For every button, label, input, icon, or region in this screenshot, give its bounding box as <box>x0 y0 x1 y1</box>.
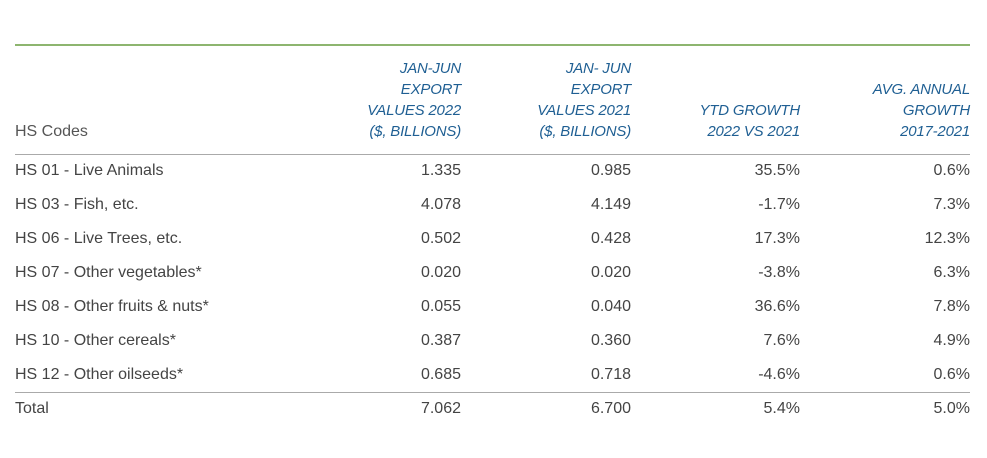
cell-value: 0.020 <box>420 264 461 281</box>
total-label: Total <box>15 400 49 417</box>
cell-value: 4.078 <box>420 196 461 213</box>
row-label: HS 07 - Other vegetables* <box>15 264 202 281</box>
column-header: VALUES 2022 <box>367 102 461 119</box>
column-header: GROWTH <box>902 102 970 119</box>
row-label: HS 01 - Live Animals <box>15 162 164 179</box>
cell-value: 4.149 <box>590 196 631 213</box>
total-value: 5.0% <box>933 400 970 417</box>
cell-value: 0.040 <box>590 298 631 315</box>
cell-value: 0.387 <box>420 332 461 349</box>
row-label: HS 06 - Live Trees, etc. <box>15 230 183 247</box>
cell-value: 0.985 <box>590 162 631 179</box>
cell-value: 1.335 <box>420 162 461 179</box>
cell-value: 4.9% <box>933 332 970 349</box>
row-label: HS 12 - Other oilseeds* <box>15 366 184 383</box>
cell-value: 0.020 <box>590 264 631 281</box>
row-label: HS 03 - Fish, etc. <box>15 196 139 213</box>
column-header: ($, BILLIONS) <box>369 123 461 140</box>
column-header: ($, BILLIONS) <box>539 123 631 140</box>
column-header: 2022 VS 2021 <box>707 123 800 140</box>
cell-value: -1.7% <box>758 196 800 213</box>
cell-value: 0.6% <box>933 366 970 383</box>
column-header: JAN-JUN <box>399 60 461 77</box>
column-header: 2017-2021 <box>900 123 970 140</box>
cell-value: 0.428 <box>590 230 631 247</box>
cell-value: 7.3% <box>933 196 970 213</box>
cell-value: 35.5% <box>754 162 800 179</box>
column-header: HS Codes <box>15 123 88 140</box>
cell-value: 0.360 <box>590 332 631 349</box>
cell-value: 7.8% <box>933 298 970 315</box>
column-header: EXPORT <box>400 81 461 98</box>
total-value: 5.4% <box>763 400 800 417</box>
cell-value: 0.685 <box>420 366 461 383</box>
total-rule <box>15 392 970 393</box>
cell-value: 12.3% <box>924 230 970 247</box>
cell-value: 36.6% <box>754 298 800 315</box>
column-header: EXPORT <box>570 81 631 98</box>
total-value: 7.062 <box>420 400 461 417</box>
cell-value: 0.718 <box>590 366 631 383</box>
row-label: HS 08 - Other fruits & nuts* <box>15 298 209 315</box>
cell-value: -3.8% <box>758 264 800 281</box>
total-value: 6.700 <box>590 400 631 417</box>
cell-value: 0.502 <box>420 230 461 247</box>
header-rule <box>15 154 970 155</box>
cell-value: 6.3% <box>933 264 970 281</box>
cell-value: 0.6% <box>933 162 970 179</box>
cell-value: -4.6% <box>758 366 800 383</box>
top-rule <box>15 44 970 46</box>
column-header: VALUES 2021 <box>537 102 631 119</box>
column-header: AVG. ANNUAL <box>872 81 970 98</box>
cell-value: 0.055 <box>420 298 461 315</box>
cell-value: 17.3% <box>754 230 800 247</box>
cell-value: 7.6% <box>763 332 800 349</box>
column-header: YTD GROWTH <box>699 102 801 119</box>
row-label: HS 10 - Other cereals* <box>15 332 176 349</box>
column-header: JAN- JUN <box>565 60 631 77</box>
